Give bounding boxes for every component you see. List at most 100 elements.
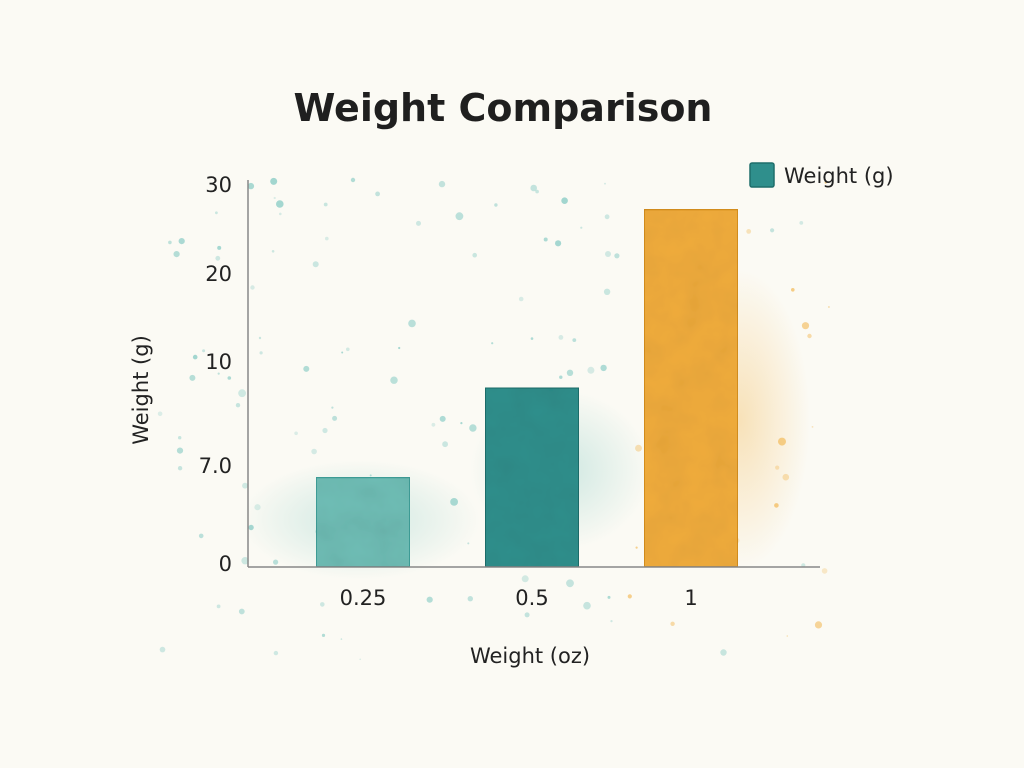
splatter-dot	[455, 212, 464, 221]
splatter-dot	[614, 253, 620, 259]
splatter-dot	[583, 601, 591, 610]
splatter-dot	[426, 596, 433, 603]
splatter-dot	[276, 200, 284, 208]
splatter-dot	[332, 415, 338, 421]
splatter-dot	[273, 559, 279, 565]
splatter-dot	[369, 474, 372, 477]
splatter-dot	[390, 376, 398, 384]
splatter-dot	[580, 226, 583, 229]
splatter-dot	[543, 237, 548, 242]
y-axis-title: Weight (g)	[129, 335, 153, 445]
splatter-dot	[168, 240, 172, 245]
splatter-dot	[217, 372, 220, 375]
splatter-dot	[178, 238, 185, 245]
splatter-dot	[312, 261, 319, 268]
x-tick-label: 0.5	[515, 586, 548, 610]
splatter-dot	[821, 568, 828, 574]
splatter-dot	[350, 177, 356, 183]
splatter-dot	[566, 369, 574, 376]
splatter-dot	[216, 604, 221, 609]
splatter-dot	[254, 504, 261, 511]
splatter-dot	[786, 635, 789, 637]
splatter-dot	[555, 240, 562, 247]
splatter-dot	[258, 336, 262, 340]
splatter-dot	[782, 473, 790, 481]
splatter-dot	[215, 255, 221, 261]
splatter-dot	[375, 191, 380, 197]
splatter-dot	[827, 306, 830, 308]
splatter-dot	[535, 189, 539, 194]
splatter-dot	[778, 437, 786, 446]
splatter-dot	[521, 575, 529, 583]
splatter-dot	[320, 602, 325, 607]
x-axis-title: Weight (oz)	[470, 644, 590, 668]
splatter-dot	[607, 595, 611, 599]
splatter-dot	[217, 245, 222, 250]
splatter-dot	[157, 411, 163, 417]
splatter-dot	[241, 557, 249, 565]
splatter-dot	[303, 365, 310, 372]
splatter-dot	[294, 431, 298, 436]
splatter-dot	[279, 212, 282, 216]
splatter-dot	[566, 579, 574, 588]
splatter-dot	[472, 252, 478, 258]
bar	[484, 386, 580, 569]
splatter-dot	[271, 250, 275, 253]
splatter-dot	[469, 424, 477, 432]
splatter-dot	[178, 436, 182, 440]
splatter-dot	[431, 422, 436, 427]
splatter-dot	[248, 524, 254, 531]
x-tick-label: 1	[684, 586, 697, 610]
splatter-dot	[530, 337, 534, 340]
splatter-dot	[439, 415, 446, 422]
bars	[315, 208, 739, 569]
splatter-dot	[177, 466, 183, 471]
y-tick-label: 7.0	[199, 454, 232, 478]
splatter-dot	[189, 374, 196, 381]
splatter-dot	[467, 596, 473, 602]
splatter-dot	[273, 650, 279, 656]
splatter-dot	[746, 229, 752, 234]
splatter-dot	[235, 403, 241, 408]
splatter-dot	[398, 346, 401, 350]
splatter-dot	[824, 181, 827, 184]
splatter-dot	[227, 376, 232, 380]
splatter-dot	[801, 322, 810, 330]
legend-label: Weight (g)	[784, 164, 894, 188]
splatter-dot	[247, 182, 255, 190]
splatter-dot	[238, 608, 245, 615]
splatter-dot	[494, 203, 498, 207]
legend-swatch	[749, 162, 775, 188]
splatter-dot	[572, 338, 577, 342]
splatter-dot	[530, 184, 537, 192]
chart-title: Weight Comparison	[294, 86, 713, 130]
splatter-dot	[159, 646, 166, 653]
splatter-dot	[799, 221, 804, 225]
splatter-dot	[814, 621, 823, 629]
y-tick-label: 20	[205, 262, 232, 286]
splatter-dot	[610, 620, 613, 623]
splatter-dot	[250, 285, 255, 290]
splatter-dot	[359, 658, 362, 661]
y-axis-ticks: 30 20 10 7.0 0	[199, 173, 232, 576]
splatter-dot	[442, 441, 448, 448]
splatter-dot	[811, 426, 814, 428]
splatter-dot	[791, 288, 795, 292]
splatter-dot	[807, 333, 812, 339]
splatter-dot	[192, 354, 198, 360]
splatter-dot	[341, 351, 344, 354]
splatter-dot	[331, 406, 334, 409]
bar	[315, 476, 411, 568]
splatter-dot	[775, 465, 780, 470]
splatter-dot	[518, 296, 524, 302]
splatter-dot	[604, 214, 610, 220]
splatter-dot	[774, 503, 779, 508]
splatter-dot	[627, 594, 632, 599]
splatter-dot	[322, 427, 328, 434]
splatter-dot	[238, 389, 247, 398]
legend: Weight (g)	[749, 162, 894, 188]
splatter-dot	[460, 422, 463, 425]
splatter-dot	[524, 612, 530, 618]
